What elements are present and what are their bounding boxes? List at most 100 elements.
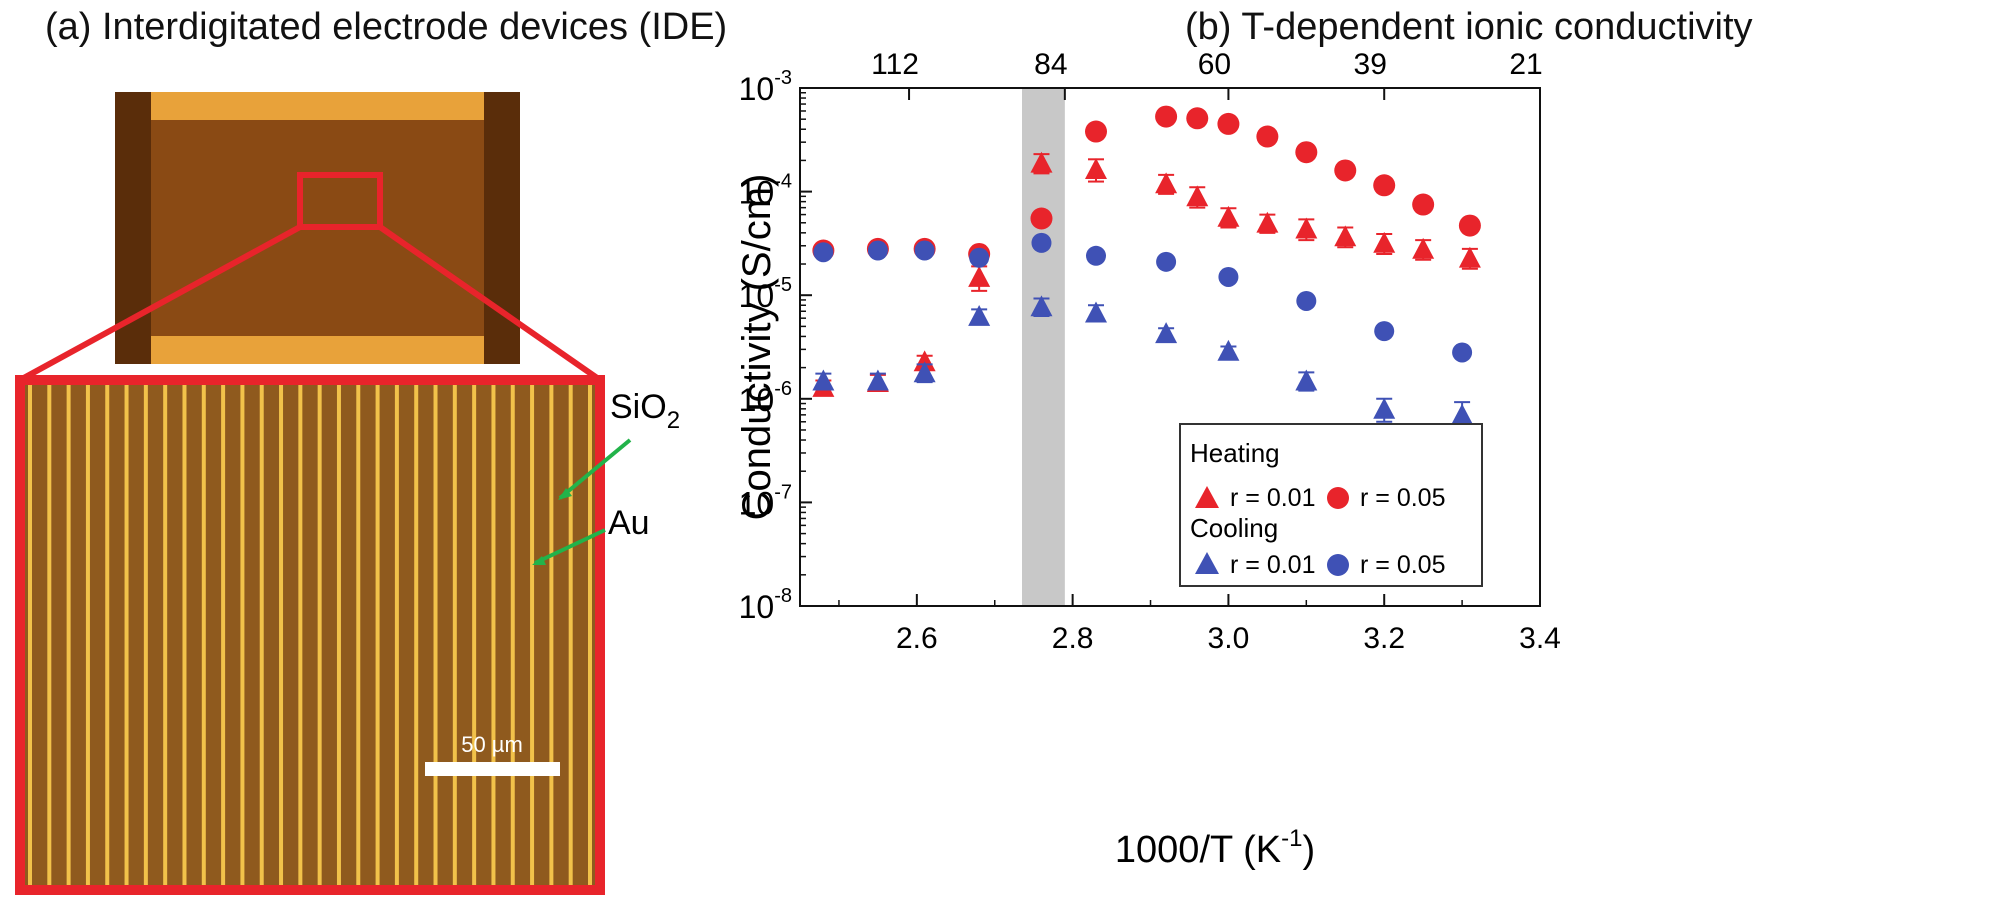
zoom-line-left [18, 224, 302, 383]
legend-heating-r001-label: r = 0.01 [1230, 484, 1315, 512]
sio2-label: SiO2 [610, 388, 680, 434]
data-point-circle [1186, 107, 1209, 130]
electrode-finger [66, 385, 71, 885]
data-point-circle [1256, 125, 1279, 148]
legend-heating-r005-marker [1327, 487, 1349, 509]
data-point-triangle [913, 350, 936, 372]
electrode-finger [414, 385, 419, 885]
scale-bar-label: 50 µm [461, 732, 523, 757]
y-tick-label-base: 10 [739, 71, 775, 107]
y-tick-label: 10-7 [739, 481, 792, 521]
electrode-finger [375, 385, 380, 885]
y-axis-label: Conductivity (S/cm) [735, 174, 779, 521]
electrode-finger [163, 385, 168, 885]
data-point-triangle [1186, 185, 1209, 207]
legend-heating-label: Heating [1190, 438, 1280, 468]
electrode-finger [259, 385, 264, 885]
data-point-triangle [1217, 205, 1240, 227]
data-point-triangle [1458, 246, 1481, 268]
data-point-circle [1085, 120, 1107, 143]
y-tick-label-base: 10 [739, 485, 775, 521]
y-tick-label: 10-6 [739, 378, 792, 418]
electrode-finger [568, 385, 573, 885]
data-point-triangle [968, 265, 991, 287]
electrode-finger [124, 385, 129, 885]
electrode-finger [472, 385, 477, 885]
data-point-triangle [1373, 231, 1396, 253]
legend-heating-r005-label: r = 0.05 [1360, 484, 1445, 512]
y-tick-label-exponent: -6 [774, 378, 792, 400]
electrode-finger [28, 385, 32, 885]
top-tick-label: 60 [1198, 48, 1231, 81]
au-arrow-head [532, 556, 546, 565]
data-point-circle [1452, 342, 1473, 363]
zoomed-micrograph [20, 380, 600, 890]
electrode-finger [394, 385, 399, 885]
data-point-triangle [1217, 339, 1240, 361]
data-point-triangle [1334, 225, 1357, 247]
y-tick-label: 10-5 [739, 274, 792, 314]
chart-title: (b) T-dependent ionic conductivity [1185, 6, 1753, 48]
scale-bar [425, 762, 560, 776]
x-axis-ticks: 2.6 2.8 3.0 3.2 3.4 [838, 594, 1561, 655]
data-point-circle [1374, 321, 1395, 342]
y-axis-ticks: 10-810-710-610-510-410-3 [739, 67, 812, 625]
y-tick-label-base: 10 [739, 278, 775, 314]
legend: Heating r = 0.01 r = 0.05 Cooling r = 0.… [1179, 423, 1483, 587]
zoom-line-right [378, 224, 602, 383]
zoom-frame [15, 375, 605, 895]
data-point-triangle [1155, 322, 1178, 344]
data-point-circle [969, 247, 990, 268]
data-point-triangle [1256, 211, 1279, 233]
data-point-circle [1217, 112, 1240, 135]
data-point-circle [1295, 141, 1318, 164]
y-tick-label-exponent: -3 [774, 67, 792, 89]
electrode-finger [317, 385, 322, 885]
x-tick-label: 2.8 [1052, 622, 1094, 655]
sio2-arrow [558, 438, 632, 500]
data-point-circle [1334, 159, 1357, 182]
data-point-triangle [1451, 403, 1474, 425]
y-tick-label-exponent: -7 [774, 481, 792, 503]
electrode-finger [240, 385, 245, 885]
data-point-circle [1155, 105, 1178, 128]
top-tick-label: 112 [871, 48, 919, 81]
au-label: Au [608, 504, 650, 542]
data-point-circle [1412, 193, 1435, 216]
data-point-circle [867, 240, 888, 261]
data-point-triangle [1295, 369, 1318, 391]
data-point-triangle [1373, 397, 1396, 419]
y-tick-label-base: 10 [739, 589, 775, 625]
legend-cooling-label: Cooling [1190, 513, 1278, 543]
data-point-circle [1373, 174, 1396, 197]
sio2-label-main: SiO [610, 388, 667, 426]
electrode-finger [510, 385, 515, 885]
electrode-pad-bottom [151, 336, 484, 364]
electrode-finger [201, 385, 206, 885]
data-point-circle [1031, 232, 1052, 253]
zoom-region-box [297, 172, 383, 230]
y-tick-label-exponent: -4 [774, 171, 792, 193]
data-point-triangle [1030, 151, 1053, 173]
data-point-triangle [1295, 217, 1318, 239]
au-arrow [534, 528, 606, 565]
top-tick-label: 21 [1509, 48, 1542, 81]
data-points [812, 105, 1481, 434]
top-tick-label: 84 [1034, 48, 1067, 81]
electrode-finger [85, 385, 90, 885]
y-tick-label-exponent: -5 [774, 274, 792, 296]
data-point-circle [1156, 251, 1177, 272]
electrode-finger [221, 385, 226, 885]
electrode-finger [182, 385, 187, 885]
data-point-triangle [913, 361, 936, 383]
ide-device-illustration: 50 µm SiO2 Au [15, 92, 680, 895]
electrode-finger [452, 385, 457, 885]
legend-heating-r001-marker [1195, 486, 1219, 508]
data-point-circle [1458, 214, 1481, 237]
panel-a-title: (a) Interdigitated electrode devices (ID… [45, 6, 728, 48]
data-point-triangle [812, 369, 835, 391]
x-tick-label: 2.6 [896, 622, 938, 655]
x-axis-label-superscript: -1 [1281, 825, 1302, 852]
x-tick-label: 3.4 [1519, 622, 1561, 655]
y-tick-label-base: 10 [739, 175, 775, 211]
